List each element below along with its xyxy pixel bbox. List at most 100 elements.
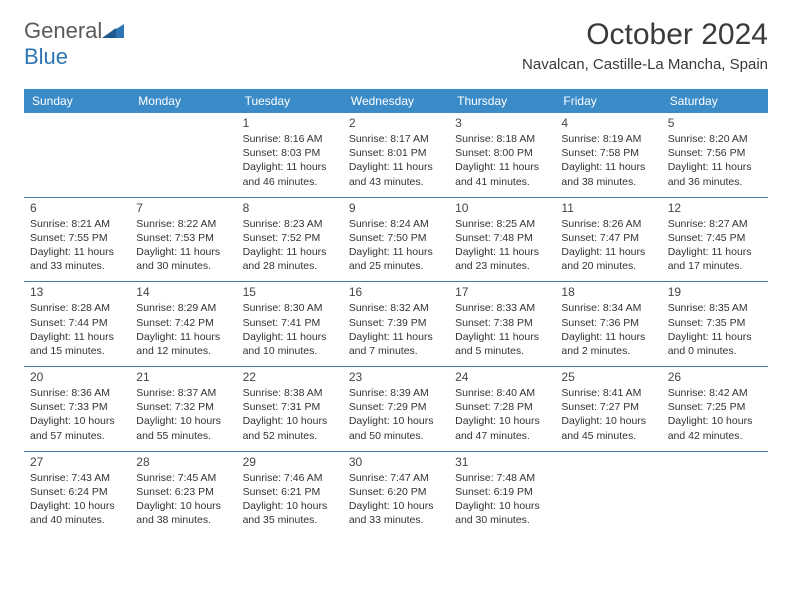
sunset-text: Sunset: 6:21 PM [243, 485, 337, 499]
calendar-cell: 20Sunrise: 8:36 AMSunset: 7:33 PMDayligh… [24, 367, 130, 452]
sunset-text: Sunset: 7:39 PM [349, 316, 443, 330]
daylight-text: and 17 minutes. [668, 259, 762, 273]
calendar-cell: 27Sunrise: 7:43 AMSunset: 6:24 PMDayligh… [24, 451, 130, 535]
daylight-text: Daylight: 10 hours [349, 499, 443, 513]
sunset-text: Sunset: 7:33 PM [30, 400, 124, 414]
daylight-text: Daylight: 11 hours [668, 160, 762, 174]
day-header: Wednesday [343, 89, 449, 113]
day-number: 21 [136, 370, 230, 384]
sunset-text: Sunset: 7:53 PM [136, 231, 230, 245]
day-number: 4 [561, 116, 655, 130]
sunset-text: Sunset: 8:00 PM [455, 146, 549, 160]
calendar-cell: 6Sunrise: 8:21 AMSunset: 7:55 PMDaylight… [24, 197, 130, 282]
daylight-text: Daylight: 10 hours [30, 414, 124, 428]
calendar-cell [130, 113, 236, 197]
daylight-text: and 5 minutes. [455, 344, 549, 358]
calendar-cell: 18Sunrise: 8:34 AMSunset: 7:36 PMDayligh… [555, 282, 661, 367]
calendar-cell: 29Sunrise: 7:46 AMSunset: 6:21 PMDayligh… [237, 451, 343, 535]
title-block: October 2024 Navalcan, Castille-La Manch… [522, 18, 768, 73]
daylight-text: and 7 minutes. [349, 344, 443, 358]
calendar-week-row: 20Sunrise: 8:36 AMSunset: 7:33 PMDayligh… [24, 367, 768, 452]
daylight-text: Daylight: 10 hours [668, 414, 762, 428]
calendar-cell: 22Sunrise: 8:38 AMSunset: 7:31 PMDayligh… [237, 367, 343, 452]
daylight-text: Daylight: 10 hours [455, 414, 549, 428]
daylight-text: and 35 minutes. [243, 513, 337, 527]
daylight-text: and 41 minutes. [455, 175, 549, 189]
sunrise-text: Sunrise: 8:41 AM [561, 386, 655, 400]
day-number: 28 [136, 455, 230, 469]
calendar-cell: 28Sunrise: 7:45 AMSunset: 6:23 PMDayligh… [130, 451, 236, 535]
calendar-cell: 23Sunrise: 8:39 AMSunset: 7:29 PMDayligh… [343, 367, 449, 452]
daylight-text: Daylight: 11 hours [561, 160, 655, 174]
sunset-text: Sunset: 7:52 PM [243, 231, 337, 245]
day-number: 10 [455, 201, 549, 215]
day-number: 7 [136, 201, 230, 215]
calendar-cell: 25Sunrise: 8:41 AMSunset: 7:27 PMDayligh… [555, 367, 661, 452]
sunrise-text: Sunrise: 8:34 AM [561, 301, 655, 315]
sunset-text: Sunset: 7:56 PM [668, 146, 762, 160]
sunrise-text: Sunrise: 8:30 AM [243, 301, 337, 315]
sunset-text: Sunset: 6:19 PM [455, 485, 549, 499]
calendar-cell: 24Sunrise: 8:40 AMSunset: 7:28 PMDayligh… [449, 367, 555, 452]
sunrise-text: Sunrise: 8:37 AM [136, 386, 230, 400]
calendar-table: Sunday Monday Tuesday Wednesday Thursday… [24, 89, 768, 535]
sunset-text: Sunset: 7:31 PM [243, 400, 337, 414]
daylight-text: and 33 minutes. [349, 513, 443, 527]
daylight-text: Daylight: 10 hours [243, 414, 337, 428]
daylight-text: and 25 minutes. [349, 259, 443, 273]
day-number: 27 [30, 455, 124, 469]
calendar-week-row: 1Sunrise: 8:16 AMSunset: 8:03 PMDaylight… [24, 113, 768, 197]
daylight-text: Daylight: 11 hours [243, 160, 337, 174]
brand-text: GeneralBlue [24, 18, 124, 70]
daylight-text: Daylight: 10 hours [455, 499, 549, 513]
daylight-text: and 46 minutes. [243, 175, 337, 189]
day-number: 23 [349, 370, 443, 384]
calendar-cell: 13Sunrise: 8:28 AMSunset: 7:44 PMDayligh… [24, 282, 130, 367]
sunset-text: Sunset: 7:28 PM [455, 400, 549, 414]
sunset-text: Sunset: 7:45 PM [668, 231, 762, 245]
day-header: Tuesday [237, 89, 343, 113]
daylight-text: and 38 minutes. [561, 175, 655, 189]
sunrise-text: Sunrise: 8:33 AM [455, 301, 549, 315]
calendar-cell: 3Sunrise: 8:18 AMSunset: 8:00 PMDaylight… [449, 113, 555, 197]
daylight-text: and 36 minutes. [668, 175, 762, 189]
daylight-text: Daylight: 11 hours [668, 245, 762, 259]
sunrise-text: Sunrise: 8:40 AM [455, 386, 549, 400]
day-number: 12 [668, 201, 762, 215]
daylight-text: Daylight: 11 hours [455, 160, 549, 174]
daylight-text: and 50 minutes. [349, 429, 443, 443]
day-number: 25 [561, 370, 655, 384]
daylight-text: and 0 minutes. [668, 344, 762, 358]
daylight-text: and 2 minutes. [561, 344, 655, 358]
calendar-cell: 4Sunrise: 8:19 AMSunset: 7:58 PMDaylight… [555, 113, 661, 197]
sunrise-text: Sunrise: 7:47 AM [349, 471, 443, 485]
sunset-text: Sunset: 7:41 PM [243, 316, 337, 330]
calendar-cell: 17Sunrise: 8:33 AMSunset: 7:38 PMDayligh… [449, 282, 555, 367]
sunset-text: Sunset: 6:20 PM [349, 485, 443, 499]
sunset-text: Sunset: 7:25 PM [668, 400, 762, 414]
sunrise-text: Sunrise: 8:32 AM [349, 301, 443, 315]
day-number: 19 [668, 285, 762, 299]
daylight-text: and 12 minutes. [136, 344, 230, 358]
sunset-text: Sunset: 7:36 PM [561, 316, 655, 330]
sunrise-text: Sunrise: 8:17 AM [349, 132, 443, 146]
sunset-text: Sunset: 8:01 PM [349, 146, 443, 160]
sunset-text: Sunset: 7:27 PM [561, 400, 655, 414]
sunrise-text: Sunrise: 8:18 AM [455, 132, 549, 146]
daylight-text: Daylight: 11 hours [243, 245, 337, 259]
calendar-cell [24, 113, 130, 197]
sunset-text: Sunset: 7:32 PM [136, 400, 230, 414]
daylight-text: and 23 minutes. [455, 259, 549, 273]
sunrise-text: Sunrise: 8:19 AM [561, 132, 655, 146]
calendar-cell: 19Sunrise: 8:35 AMSunset: 7:35 PMDayligh… [662, 282, 768, 367]
sunset-text: Sunset: 7:42 PM [136, 316, 230, 330]
day-number: 17 [455, 285, 549, 299]
day-number: 2 [349, 116, 443, 130]
daylight-text: and 30 minutes. [136, 259, 230, 273]
daylight-text: Daylight: 11 hours [136, 330, 230, 344]
day-header: Sunday [24, 89, 130, 113]
day-number: 16 [349, 285, 443, 299]
calendar-cell: 11Sunrise: 8:26 AMSunset: 7:47 PMDayligh… [555, 197, 661, 282]
brand-part2: Blue [24, 44, 68, 69]
day-header: Monday [130, 89, 236, 113]
